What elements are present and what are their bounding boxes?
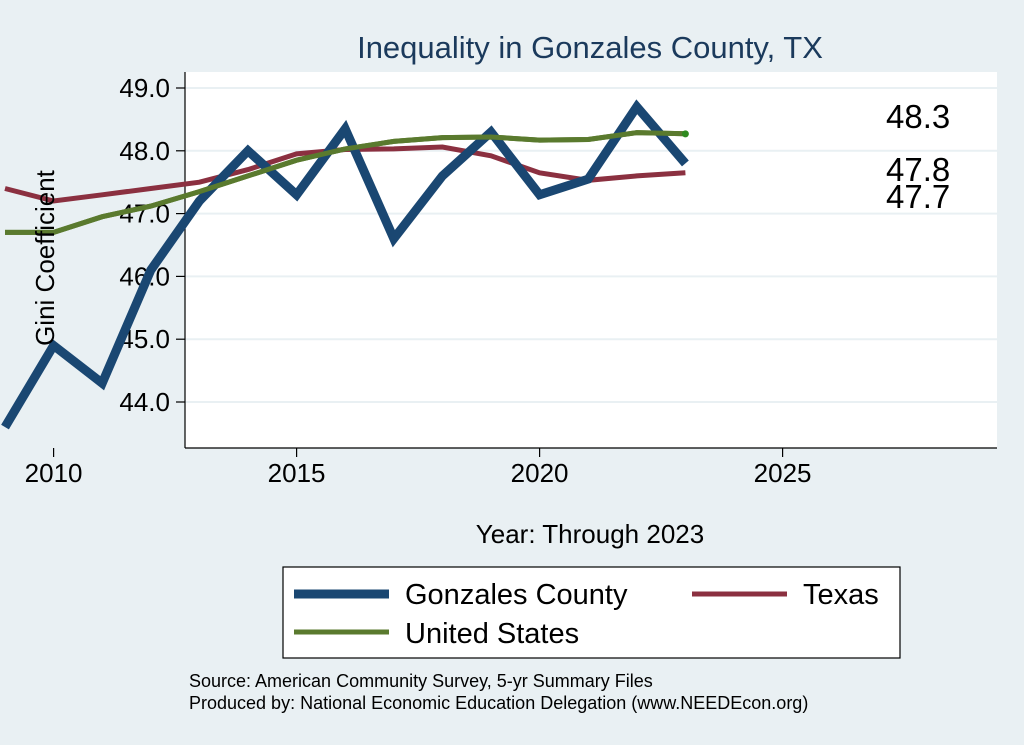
series-lines [1,99,689,430]
x-tick-label: 2010 [25,458,83,488]
legend: Gonzales County Texas United States [282,566,901,659]
x-tick-label: 2025 [754,458,812,488]
y-tick-label: 49.0 [119,73,170,103]
plot-area [185,72,997,448]
legend-label-united-states: United States [405,618,579,650]
x-tick-label: 2020 [511,458,569,488]
producer-note: Produced by: National Economic Education… [189,693,808,713]
legend-label-gonzales-county: Gonzales County [405,579,628,611]
x-axis-title: Year: Through 2023 [476,519,704,549]
end-label-gonzales-county: 47.8 [886,151,950,188]
x-tick-label: 2015 [268,458,326,488]
y-tick-label: 48.0 [119,136,170,166]
end-label-texas: 47.7 [886,178,950,215]
series-line-gonzales-county [1,99,689,430]
end-point-united-states [681,130,689,138]
chart-title: Inequality in Gonzales County, TX [357,30,823,65]
source-note: Source: American Community Survey, 5-yr … [189,671,653,691]
series-line-united-states [5,130,686,235]
y-tick-label: 44.0 [119,387,170,417]
legend-box [282,566,901,659]
y-axis-title: Gini Coefficient [30,169,60,346]
legend-label-texas: Texas [803,579,879,611]
end-label-united-states: 48.3 [886,98,950,135]
